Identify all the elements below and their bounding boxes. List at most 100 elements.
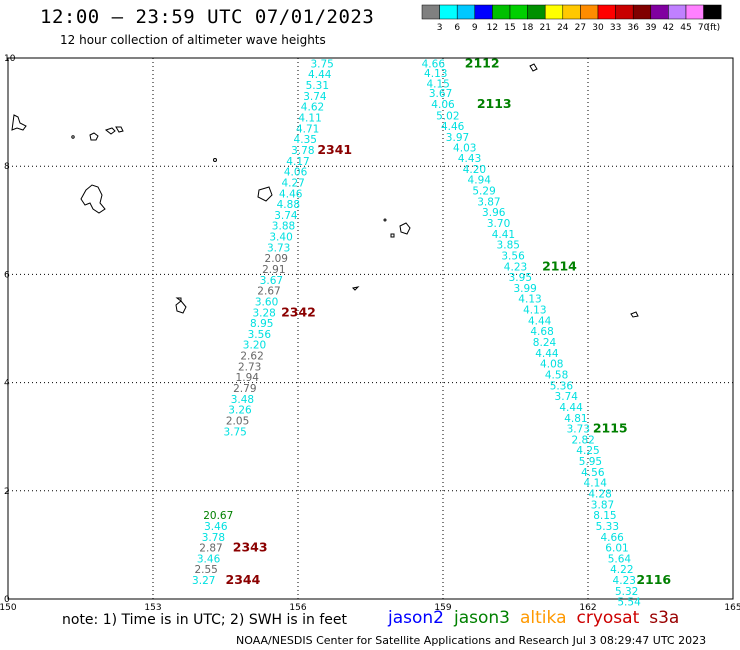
wave-height-point: 4.94	[468, 175, 492, 187]
pass-number-label: 2114	[542, 258, 577, 273]
wave-height-point: 4.13	[518, 294, 541, 306]
color-swatch	[562, 4, 581, 20]
island-dot	[71, 135, 75, 139]
x-tick-label: 150	[0, 603, 17, 613]
color-level-label: 12	[487, 23, 498, 33]
wave-height-point: 3.75	[310, 58, 333, 70]
color-level-label: 27	[575, 23, 586, 33]
island-dot	[213, 158, 217, 162]
y-tick-label: 8	[4, 162, 10, 172]
wave-height-point: 4.15	[426, 78, 449, 90]
wave-height-point: 2.55	[194, 564, 217, 576]
wave-height-point: 3.78	[202, 532, 225, 544]
wave-height-point: 2.62	[240, 351, 263, 363]
wave-height-point: 3.40	[269, 232, 292, 244]
color-swatch	[544, 4, 564, 20]
wave-height-point: 6.01	[605, 543, 628, 555]
color-level-label: 70	[698, 23, 710, 33]
satellite-legend-item: cryosat	[576, 608, 640, 628]
wave-height-point: 4.66	[600, 532, 624, 544]
wave-height-point: 4.43	[458, 153, 481, 165]
wave-height-point: 3.28	[252, 307, 275, 319]
wave-height-point: 3.56	[501, 250, 525, 262]
color-swatch	[703, 4, 722, 20]
island-outlines	[11, 63, 639, 318]
wave-height-point: 4.08	[540, 359, 563, 371]
wave-height-point: 4.81	[564, 413, 587, 425]
pass-number-label: 2112	[465, 55, 500, 70]
color-swatch	[685, 4, 704, 20]
wave-height-point: 1.94	[236, 372, 260, 384]
color-level-label: 24	[557, 23, 569, 33]
wave-height-point: 5.31	[306, 80, 329, 92]
wave-height-point: 20.67	[203, 510, 233, 522]
wave-height-point: 3.60	[255, 296, 278, 308]
color-swatch	[597, 4, 616, 20]
wave-height-point: 4.44	[528, 315, 552, 327]
pass-number-label: 2342	[281, 304, 316, 319]
color-level-label: 42	[663, 23, 674, 33]
wave-height-point: 3.46	[197, 553, 221, 565]
wave-height-point: 3.26	[228, 405, 252, 417]
wave-height-point: 3.48	[231, 394, 254, 406]
satellite-legend-item: jason2	[388, 608, 444, 628]
wave-height-point: 5.64	[608, 553, 632, 565]
wave-height-point: 4.22	[610, 564, 633, 576]
wave-height-point: 4.03	[453, 142, 476, 154]
color-swatch	[509, 4, 528, 20]
island-outline	[351, 286, 360, 291]
wave-height-point: 4.41	[492, 229, 515, 241]
wave-height-point: 4.58	[545, 369, 568, 381]
grid-lines	[8, 58, 733, 599]
color-level-label: 30	[592, 23, 604, 33]
island-outline	[630, 311, 639, 318]
wave-height-point: 2.87	[199, 543, 222, 555]
wave-height-point: 5.32	[615, 586, 638, 598]
chart-title: 12:00 – 23:59 UTC 07/01/2023	[40, 6, 375, 28]
wave-height-point: 3.85	[497, 240, 520, 252]
wave-height-point: 5.95	[579, 456, 602, 468]
chart-subtitle: 12 hour collection of altimeter wave hei…	[60, 33, 326, 47]
island-outline	[399, 222, 411, 235]
pass-number-label: 2343	[233, 540, 268, 555]
footnote: note: 1) Time is in UTC; 2) SWH is in fe…	[62, 612, 348, 628]
wave-height-point: 3.97	[446, 132, 469, 144]
wave-height-point: 4.13	[424, 68, 447, 80]
island-outline	[257, 186, 273, 202]
island-outline	[80, 184, 106, 214]
satellite-legend-item: jason3	[454, 608, 510, 628]
island-outline	[175, 297, 182, 302]
island-outline	[390, 233, 395, 238]
wave-height-point: 5.33	[596, 521, 619, 533]
wave-height-point: 8.24	[533, 337, 557, 349]
x-tick-label: 156	[289, 603, 306, 613]
color-swatch	[632, 4, 652, 20]
color-level-label: 45	[680, 23, 691, 33]
wave-height-point: 4.13	[523, 305, 546, 317]
pass-number-label: 2344	[226, 572, 261, 587]
wave-height-point: 3.73	[567, 424, 590, 436]
color-swatch	[615, 4, 634, 20]
pass-number-label: 2115	[593, 421, 628, 436]
wave-height-point: 4.20	[463, 164, 486, 176]
wave-height-point: 5.02	[436, 110, 459, 122]
satellite-legend: jason2 jason3 altika cryosat s3a	[388, 608, 689, 628]
island-outline	[104, 127, 116, 135]
y-tick-label: 6	[4, 270, 10, 280]
color-level-label: 33	[610, 23, 621, 33]
y-tick-label: 2	[4, 487, 10, 497]
wave-height-point: 2.91	[262, 264, 285, 276]
pass-number-label: 2113	[477, 96, 512, 111]
wave-height-point: 4.56	[581, 467, 605, 479]
wave-height-point: 4.62	[301, 102, 324, 114]
island-outline	[89, 132, 99, 141]
color-level-label: 39	[645, 23, 657, 33]
x-tick-label: 159	[434, 603, 451, 613]
color-swatch	[474, 4, 493, 20]
plot-frame	[7, 57, 734, 600]
wave-height-point: 2.67	[257, 286, 280, 298]
wave-height-point: 4.44	[535, 348, 559, 360]
color-swatch	[456, 4, 476, 20]
x-tick-label: 162	[579, 603, 596, 613]
color-swatch	[580, 4, 599, 20]
